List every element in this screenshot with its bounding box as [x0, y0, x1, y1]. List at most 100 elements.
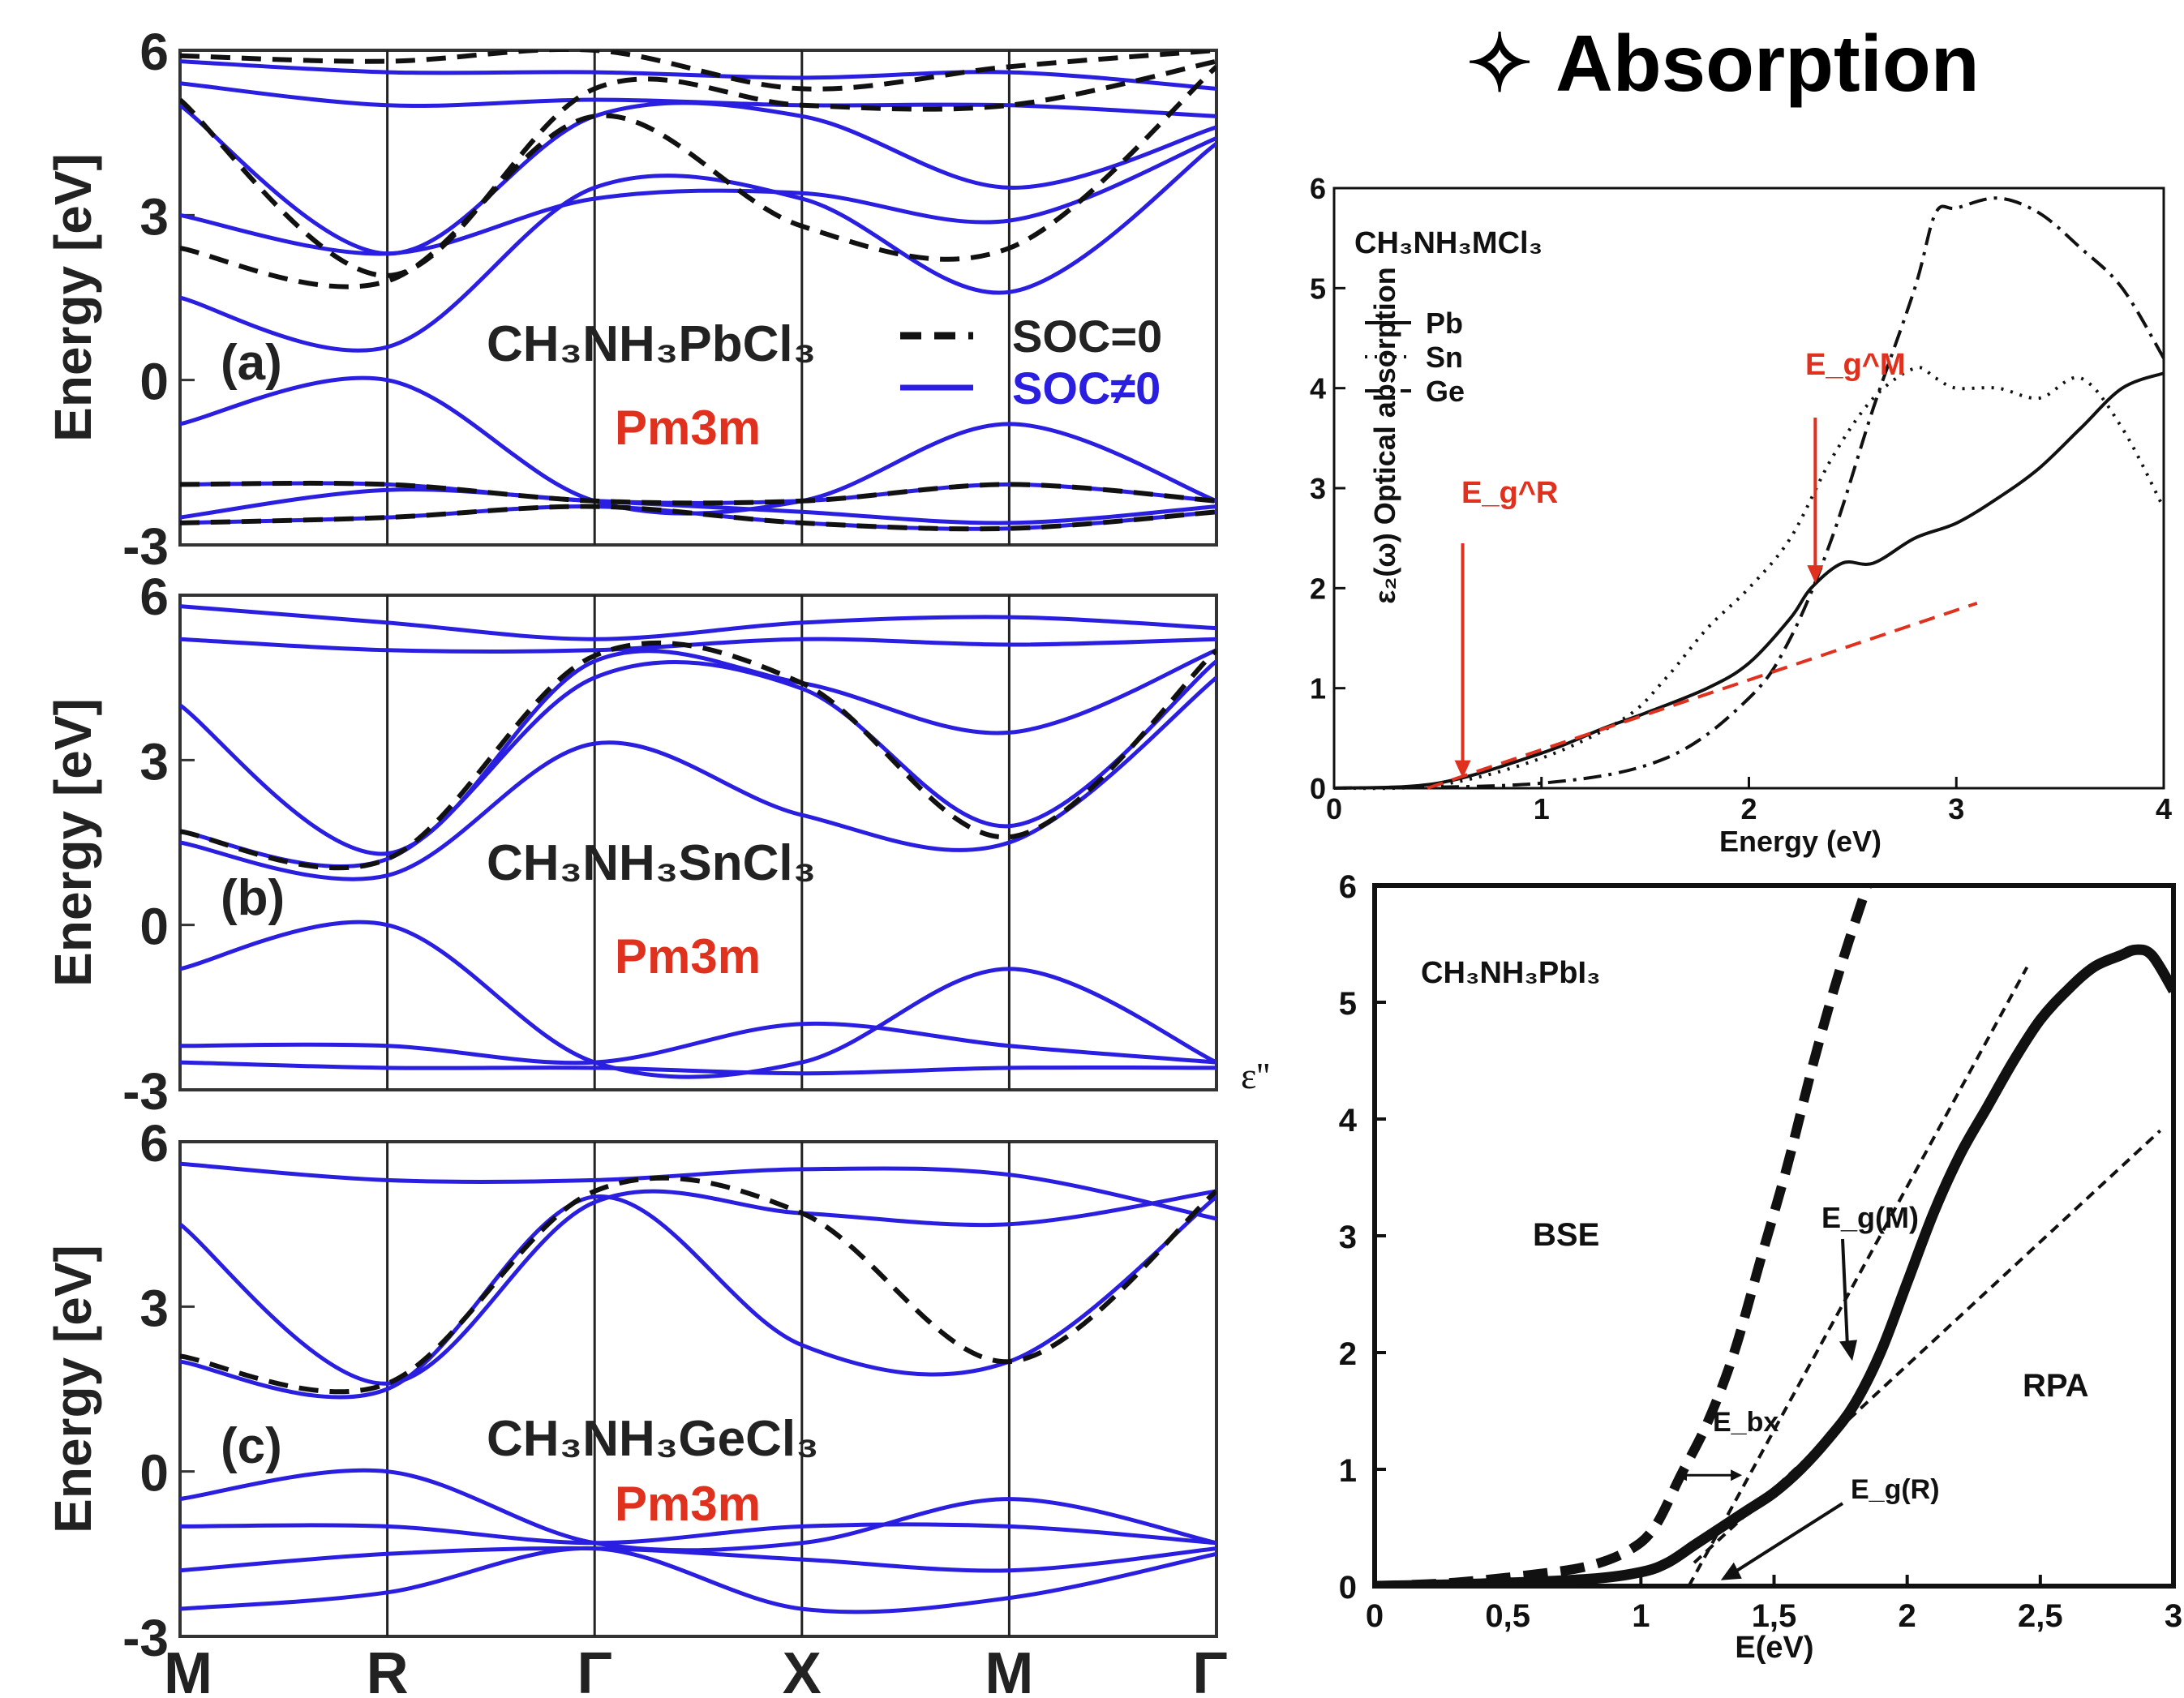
panel-b-space-group: Pm3m	[615, 929, 761, 984]
y-axis-label: Energy [eV]	[44, 698, 102, 987]
y-tick-label: 6	[139, 23, 169, 81]
panel-a-space-group: Pm3m	[615, 401, 761, 455]
x-tick-label: 4	[2156, 792, 2172, 825]
egr-label: E_g(R)	[1851, 1474, 1940, 1505]
panel-a-compound: CH₃NH₃PbCl₃	[487, 316, 816, 372]
band-line-soc	[180, 1161, 1216, 1221]
panel-b-tag: (b)	[221, 870, 285, 926]
band-panel-a: -3 0 3 6 Energy [eV]	[44, 23, 1218, 576]
band-frame	[178, 1140, 1218, 1638]
y-tick-label: 0	[139, 1444, 169, 1503]
y-tick-label: 0	[1310, 772, 1326, 805]
band-lines	[180, 50, 1216, 532]
y-tick-label: 6	[139, 1114, 169, 1173]
kpoint-label: X	[783, 1641, 822, 1698]
band-line-soc	[180, 1546, 1216, 1614]
x-tick-label: 2,5	[2018, 1598, 2063, 1634]
panel-c-compound: CH₃NH₃GeCl₃	[487, 1411, 819, 1467]
legend-label: Ge	[1426, 375, 1465, 408]
panel-c-space-group: Pm3m	[615, 1477, 761, 1531]
series-line-fit	[1427, 601, 1978, 790]
band-line-soc0	[180, 1175, 1216, 1395]
panel-b-compound: CH₃NH₃SnCl₃	[487, 835, 816, 891]
band-line-soc	[180, 59, 1216, 91]
legend-soc1-label: SOC≠0	[1012, 362, 1161, 414]
y-tick-label: 0	[139, 898, 169, 956]
legend-soc0-label: SOC=0	[1012, 311, 1162, 362]
band-line-soc	[180, 1060, 1216, 1076]
band-line-soc	[180, 1194, 1216, 1400]
series-line-bse	[1375, 885, 1873, 1586]
panel-a-tag: (a)	[221, 335, 282, 391]
y-tick-label: 5	[1339, 986, 1357, 1022]
egm-arrow-head	[1839, 1340, 1857, 1361]
y-tick-label: 0	[139, 353, 169, 411]
y-tick-label: 0	[1339, 1570, 1357, 1606]
absorption-mcl-arrow-m: E_g^M	[1805, 348, 1906, 382]
x-tick-label: 1,5	[1752, 1598, 1797, 1634]
band-panel-b: -3 0 3 6 Energy [eV]	[44, 568, 1218, 1121]
absorption-pbi3-chart: 0 0,5 1 1,5 2 2,5 3 0 1 2 3 4 5 6	[1339, 869, 2182, 1634]
x-tick-label: 3	[2165, 1598, 2182, 1634]
x-tick-label: 0	[1326, 792, 1342, 825]
y-tick-label: 3	[139, 732, 169, 791]
band-line-soc0	[180, 480, 1216, 506]
band-line-soc	[180, 648, 1216, 856]
y-tick-label: 2	[1339, 1336, 1357, 1372]
series-line-ge	[1333, 196, 2165, 790]
x-tick-label: 0	[1366, 1598, 1384, 1634]
absorption-pbi3-ylabel: ε''	[1241, 1055, 1270, 1096]
band-line-soc	[180, 81, 1216, 118]
series-line-fit	[1687, 966, 2029, 1586]
band-lines	[180, 1161, 1216, 1614]
y-tick-label: 5	[1310, 272, 1326, 305]
absorption-mcl-label: CH₃NH₃MCl₃	[1354, 226, 1543, 260]
header-sparkle-icon: ✧	[1466, 19, 1533, 108]
kpoint-label: M	[164, 1641, 212, 1698]
band-line-soc	[180, 136, 1216, 256]
rpa-label: RPA	[2023, 1368, 2088, 1404]
kpoint-label: Γ	[577, 1641, 612, 1698]
legend-label: Pb	[1426, 307, 1463, 340]
y-tick-label: 4	[1310, 372, 1326, 405]
y-tick-label: 2	[1310, 572, 1326, 605]
band-line-soc	[180, 1522, 1216, 1546]
egm-arrow-shaft	[1841, 1238, 1849, 1347]
band-line-soc	[180, 487, 1216, 525]
bse-label: BSE	[1533, 1217, 1599, 1253]
x-tick-label: 1	[1534, 792, 1550, 825]
band-line-soc	[180, 1189, 1216, 1386]
kpoint-label: Γ	[1192, 1641, 1227, 1698]
ebx-arrow-head-right	[1731, 1469, 1743, 1481]
panel-c-tag: (c)	[221, 1418, 282, 1474]
band-line-soc0	[180, 58, 1216, 278]
y-tick-label: 3	[1339, 1220, 1357, 1255]
annotation-arrow-head	[1807, 565, 1824, 584]
band-line-soc	[180, 604, 1216, 641]
y-tick-label: 6	[1310, 172, 1326, 205]
egm-label: E_g(M)	[1821, 1201, 1919, 1234]
y-tick-label: 3	[139, 187, 169, 246]
series-line-sn	[1333, 366, 2165, 791]
absorption-mcl-ylabel: ε₂(ω) Optical absorption	[1368, 267, 1401, 604]
y-tick-label: 1	[1339, 1453, 1357, 1489]
y-axis-label: Energy [eV]	[44, 153, 102, 442]
header-title: Absorption	[1555, 19, 1980, 108]
band-line-soc	[180, 1546, 1216, 1573]
y-axis-label: Energy [eV]	[44, 1245, 102, 1533]
y-tick-label: 6	[139, 568, 169, 626]
absorption-pbi3-label: CH₃NH₃PbI₃	[1421, 956, 1601, 990]
band-line-soc0	[180, 50, 1216, 92]
y-tick-label: 1	[1310, 672, 1326, 705]
x-tick-label: 3	[1948, 792, 1964, 825]
band-panel-c: -3 0 3 6 Energy [eV] M R Γ X M Γ	[44, 1114, 1228, 1698]
band-line-soc	[180, 637, 1216, 654]
y-tick-label: 6	[1339, 869, 1357, 905]
x-tick-label: 2	[1740, 792, 1757, 825]
absorption-mcl-xlabel: Energy (eV)	[1719, 825, 1882, 858]
series-line-rpa	[1375, 944, 2173, 1586]
egr-arrow-head	[1720, 1562, 1742, 1580]
ebx-arrow-head-left	[1676, 1469, 1688, 1481]
